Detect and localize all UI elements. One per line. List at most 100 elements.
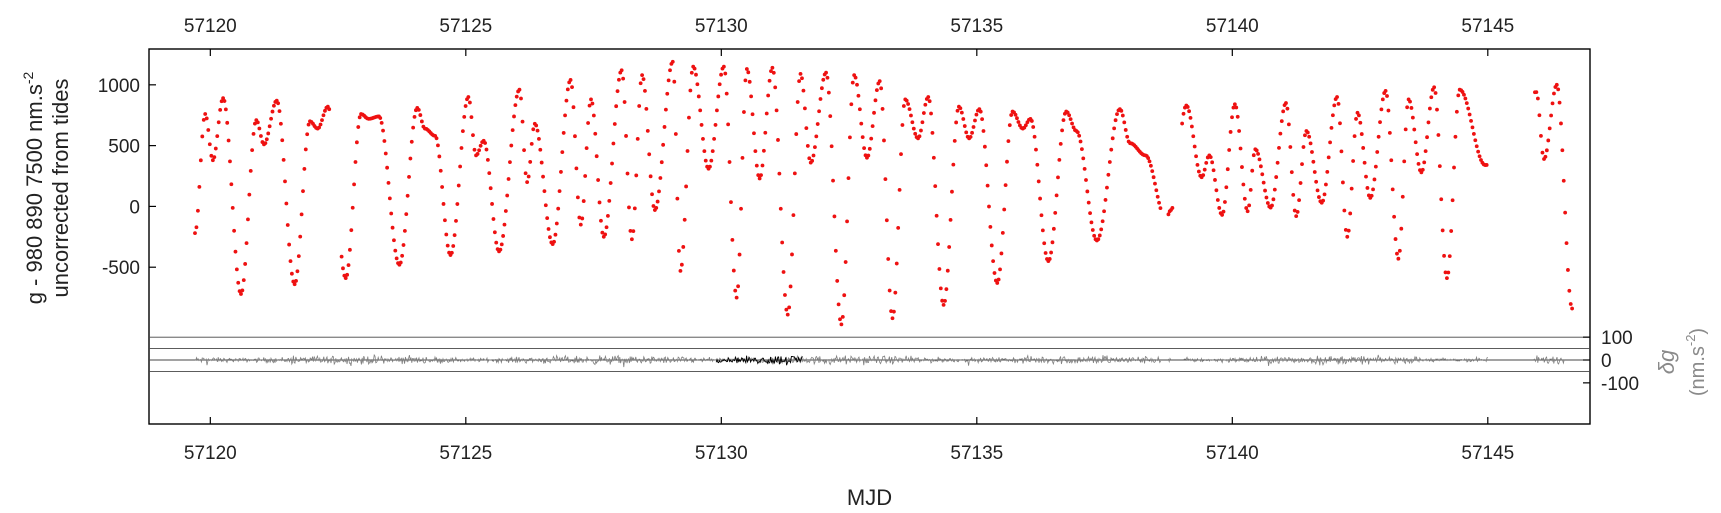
data-point	[1247, 203, 1252, 208]
data-point	[870, 124, 875, 129]
data-point	[1230, 115, 1234, 120]
data-point	[1081, 156, 1086, 161]
data-point	[743, 78, 748, 83]
data-point	[1390, 187, 1395, 192]
data-point	[759, 173, 763, 178]
data-point	[570, 85, 574, 90]
data-point	[859, 121, 864, 126]
x-tick-label-bottom: 57130	[695, 443, 748, 464]
data-point	[785, 312, 790, 317]
data-point	[522, 148, 526, 153]
residual-y-tick-label: -100	[1601, 374, 1639, 395]
data-point	[452, 233, 457, 238]
data-point	[1122, 120, 1127, 125]
data-point	[766, 93, 771, 98]
data-point	[443, 218, 447, 223]
data-point	[1201, 173, 1206, 178]
data-point	[1256, 152, 1260, 156]
data-point	[1092, 233, 1097, 238]
data-point	[1396, 256, 1401, 261]
y-tick-label: 1000	[98, 76, 140, 97]
data-point	[393, 248, 398, 253]
data-point	[455, 202, 460, 206]
data-point	[1412, 127, 1417, 132]
data-point	[327, 107, 332, 112]
data-point	[303, 147, 308, 152]
data-point	[1185, 105, 1190, 109]
data-point	[1277, 146, 1281, 150]
data-point	[638, 81, 643, 86]
data-point	[552, 239, 556, 244]
plot-frame	[148, 48, 1591, 425]
data-point	[982, 144, 987, 149]
data-point	[221, 96, 225, 101]
data-point	[661, 142, 666, 147]
data-point	[378, 116, 383, 120]
data-point	[225, 120, 230, 125]
data-point	[1100, 219, 1105, 224]
data-point	[1043, 251, 1048, 255]
data-point	[1049, 250, 1053, 255]
data-point	[803, 106, 807, 111]
data-point	[534, 123, 539, 128]
data-point	[437, 154, 442, 159]
data-point	[635, 137, 640, 141]
data-point	[1039, 213, 1044, 218]
data-point	[1204, 161, 1209, 165]
data-point	[577, 215, 582, 220]
data-point	[1447, 254, 1452, 258]
data-point	[1352, 134, 1357, 139]
data-point	[209, 153, 214, 158]
data-point	[769, 69, 773, 74]
data-point	[226, 138, 231, 143]
residual-reference-lines	[149, 336, 1590, 372]
data-point	[401, 243, 406, 247]
data-point	[713, 123, 718, 127]
data-point	[1078, 139, 1083, 144]
data-point	[800, 76, 804, 81]
data-point	[817, 109, 821, 114]
data-point	[856, 93, 861, 98]
data-point	[899, 152, 903, 157]
data-point	[641, 77, 646, 82]
data-point	[896, 225, 901, 230]
data-point	[194, 225, 199, 230]
data-point	[468, 100, 472, 105]
data-point	[1426, 120, 1431, 125]
data-point	[927, 99, 932, 104]
axis-ticks: 57120 57120 57125 57125 57130 57130 57135 57135…	[98, 16, 1639, 464]
data-point	[750, 112, 755, 117]
data-point	[1373, 164, 1378, 169]
data-point	[612, 122, 617, 126]
data-point	[296, 254, 301, 259]
data-point	[459, 146, 464, 150]
data-point	[1258, 164, 1263, 169]
data-point	[379, 120, 384, 125]
data-point	[1450, 198, 1455, 203]
data-point	[729, 200, 733, 205]
data-point	[411, 125, 416, 130]
data-point	[1077, 133, 1082, 138]
data-point	[348, 247, 352, 252]
data-point	[212, 155, 217, 160]
data-point	[662, 125, 667, 129]
data-point	[535, 128, 540, 133]
x-tick-label-top: 57120	[184, 16, 237, 37]
data-point	[317, 125, 321, 130]
data-point	[815, 122, 820, 126]
data-point	[463, 104, 468, 108]
data-point	[945, 268, 950, 273]
data-point	[894, 261, 899, 266]
data-point	[356, 125, 361, 129]
data-point	[1386, 108, 1391, 113]
data-point	[1540, 150, 1545, 155]
data-point	[1051, 226, 1056, 231]
x-tick-label-bottom: 57145	[1461, 443, 1514, 464]
data-point	[850, 80, 855, 85]
data-point	[964, 130, 969, 135]
data-point	[1342, 208, 1347, 213]
data-point	[514, 94, 519, 99]
data-point	[1314, 179, 1319, 184]
data-point	[929, 111, 933, 116]
data-point	[1050, 240, 1055, 245]
